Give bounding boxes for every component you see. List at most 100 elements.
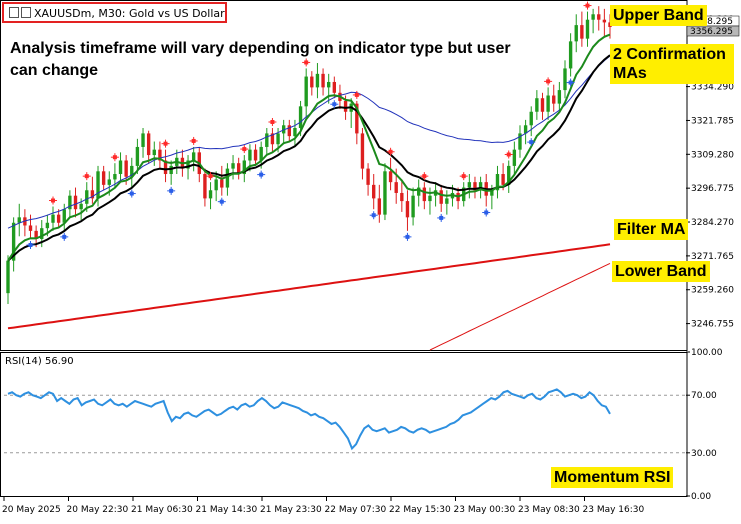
candle[interactable] <box>591 8 595 34</box>
candle-body <box>439 190 443 204</box>
slow-confirmation-ma <box>7 54 611 262</box>
candle[interactable] <box>101 165 106 191</box>
candle[interactable] <box>372 174 376 210</box>
candle[interactable] <box>400 179 404 212</box>
candle[interactable] <box>242 155 246 183</box>
candle[interactable] <box>293 119 297 147</box>
candle[interactable] <box>602 8 607 36</box>
candle[interactable] <box>28 214 33 239</box>
candle[interactable] <box>310 71 314 96</box>
candle[interactable] <box>281 119 286 145</box>
candle[interactable] <box>433 182 438 207</box>
rsi-panel-border <box>0 352 688 497</box>
candle[interactable] <box>568 33 573 77</box>
candle[interactable] <box>557 81 562 112</box>
candle[interactable] <box>11 217 16 272</box>
candle-body <box>332 81 337 93</box>
candle[interactable] <box>163 149 168 183</box>
candle[interactable] <box>507 160 511 193</box>
candle[interactable] <box>90 176 95 204</box>
candle[interactable] <box>225 163 230 196</box>
candle-body <box>79 203 83 210</box>
candle[interactable] <box>118 152 123 183</box>
candle[interactable] <box>315 63 320 99</box>
candle[interactable] <box>523 119 528 145</box>
buy-signal-marker <box>217 197 226 206</box>
candle[interactable] <box>135 138 140 175</box>
candle[interactable] <box>327 73 331 104</box>
candle[interactable] <box>321 68 325 96</box>
candle[interactable] <box>203 168 207 207</box>
rsi-panel[interactable]: RSI(14) 56.90 <box>4 356 686 454</box>
candle[interactable] <box>56 209 61 229</box>
candle[interactable] <box>141 127 145 158</box>
candle[interactable] <box>62 203 66 231</box>
candle[interactable] <box>512 141 517 175</box>
candle[interactable] <box>535 90 539 120</box>
candle-body <box>315 73 320 88</box>
candle[interactable] <box>546 87 550 120</box>
candle[interactable] <box>287 119 291 142</box>
sell-signal-marker-v <box>114 153 116 162</box>
candle-body <box>90 190 95 199</box>
candle[interactable] <box>130 157 134 188</box>
buy-signal-marker <box>167 186 176 195</box>
candle[interactable] <box>580 11 584 47</box>
candle[interactable] <box>169 160 173 185</box>
axis-labels: 3359.3003346.7653334.2903321.7853309.280… <box>2 15 740 515</box>
price-panel[interactable] <box>6 1 612 351</box>
buy-signal-marker <box>257 170 266 179</box>
symbol-header[interactable]: XAUUSDm, M30: Gold vs US Dollar <box>2 2 227 23</box>
candle[interactable] <box>422 182 427 210</box>
candle[interactable] <box>585 11 590 47</box>
candle[interactable] <box>360 127 365 180</box>
candle[interactable] <box>467 174 472 199</box>
candle[interactable] <box>540 92 545 120</box>
candle[interactable] <box>552 84 556 112</box>
candle[interactable] <box>73 187 78 218</box>
sell-signal-marker <box>268 117 277 126</box>
candle[interactable] <box>366 163 370 196</box>
candle[interactable] <box>574 14 578 53</box>
candle[interactable] <box>388 157 393 191</box>
candle[interactable] <box>473 176 477 199</box>
candle[interactable] <box>208 182 213 210</box>
candle[interactable] <box>51 206 55 231</box>
candle[interactable] <box>265 127 269 156</box>
candle[interactable] <box>417 179 421 207</box>
candle[interactable] <box>377 184 382 223</box>
candle[interactable] <box>231 155 235 180</box>
candle[interactable] <box>405 190 410 231</box>
candle[interactable] <box>597 6 601 31</box>
fast-confirmation-ma <box>7 33 611 262</box>
candle-body <box>321 73 325 88</box>
candle[interactable] <box>529 106 533 137</box>
candle[interactable] <box>428 187 432 215</box>
candle[interactable] <box>68 190 72 218</box>
candle[interactable] <box>146 130 151 164</box>
candle[interactable] <box>220 165 224 196</box>
candle[interactable] <box>152 141 156 166</box>
candle[interactable] <box>495 165 500 199</box>
candle[interactable] <box>23 209 27 237</box>
candle[interactable] <box>6 255 10 304</box>
candle[interactable] <box>158 141 162 169</box>
candle[interactable] <box>563 60 567 99</box>
candle[interactable] <box>236 157 241 180</box>
candle[interactable] <box>191 146 196 172</box>
candle[interactable] <box>411 187 415 226</box>
candle[interactable] <box>445 190 449 215</box>
candles[interactable] <box>6 6 612 304</box>
candle[interactable] <box>383 163 387 221</box>
candle[interactable] <box>518 125 522 158</box>
candle[interactable] <box>253 144 258 166</box>
candle-body <box>372 184 376 199</box>
candle[interactable] <box>270 127 275 153</box>
candle[interactable] <box>17 203 21 237</box>
sell-signal-marker-v <box>271 117 273 126</box>
candle[interactable] <box>113 163 117 188</box>
candle[interactable] <box>439 184 443 212</box>
candle[interactable] <box>304 68 308 118</box>
